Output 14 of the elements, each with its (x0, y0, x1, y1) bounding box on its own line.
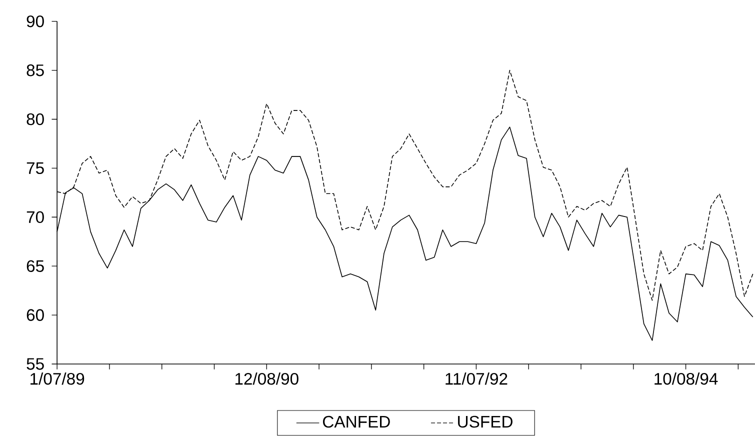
y-tick-label: 55 (26, 358, 44, 370)
x-tick-label: 11/07/92 (446, 372, 508, 385)
y-tick-label: 60 (26, 309, 44, 321)
x-tick-label: 1/07/89 (30, 372, 84, 385)
y-tick-label: 90 (26, 15, 44, 28)
x-tick-label: 10/08/94 (654, 372, 718, 385)
legend-label: CANFED (323, 416, 390, 428)
y-tick-label: 80 (26, 113, 44, 126)
y-tick-label: 65 (26, 260, 44, 272)
y-tick-label: 75 (26, 162, 44, 174)
x-tick-label: 12/08/90 (235, 372, 298, 385)
legend-label: USFED (458, 416, 512, 428)
y-tick-label: 70 (26, 211, 44, 224)
y-tick-label: 85 (26, 64, 44, 76)
